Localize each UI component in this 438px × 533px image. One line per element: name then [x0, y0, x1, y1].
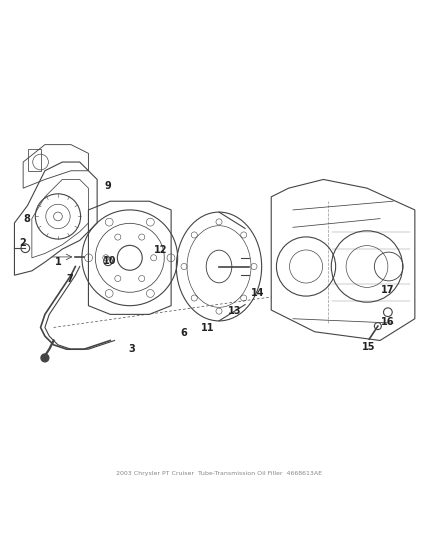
- Text: 8: 8: [23, 214, 30, 224]
- Text: 6: 6: [181, 328, 187, 337]
- Text: 16: 16: [381, 317, 395, 327]
- Text: 2: 2: [19, 238, 26, 247]
- Text: 13: 13: [227, 306, 241, 316]
- Text: 11: 11: [201, 324, 215, 333]
- Text: 10: 10: [102, 256, 116, 266]
- Text: 2003 Chrysler PT Cruiser  Tube-Transmission Oil Filler  4668613AE: 2003 Chrysler PT Cruiser Tube-Transmissi…: [116, 471, 322, 476]
- Text: 1: 1: [55, 257, 61, 267]
- Text: 17: 17: [381, 286, 395, 295]
- Text: 9: 9: [105, 181, 111, 191]
- Text: 15: 15: [362, 342, 376, 352]
- Text: 3: 3: [129, 344, 135, 354]
- Text: 7: 7: [67, 273, 74, 284]
- Circle shape: [41, 354, 49, 362]
- Text: 14: 14: [251, 288, 265, 298]
- Text: 12: 12: [153, 245, 167, 255]
